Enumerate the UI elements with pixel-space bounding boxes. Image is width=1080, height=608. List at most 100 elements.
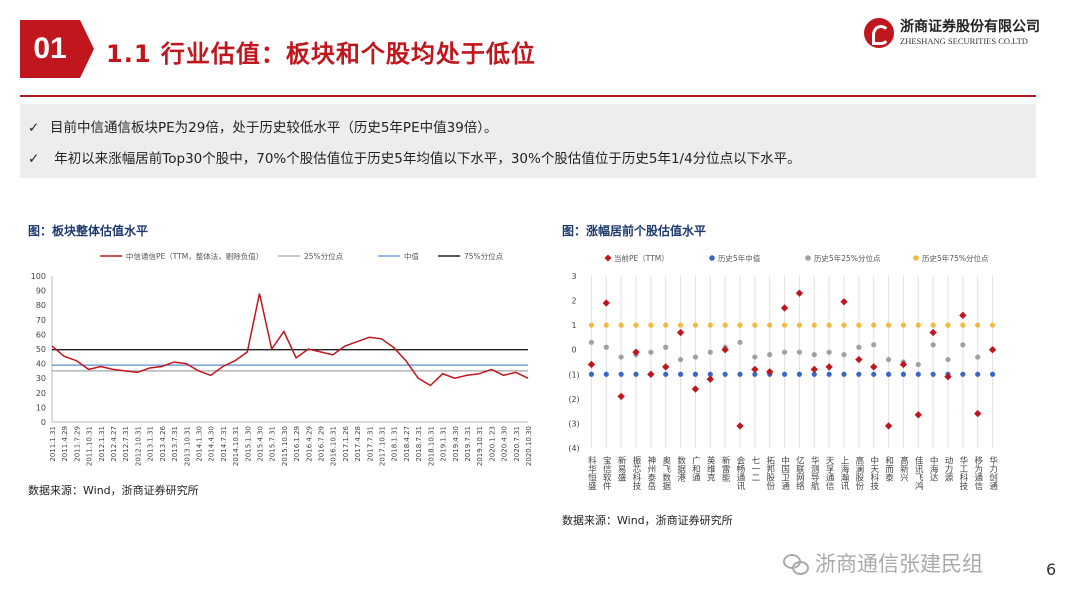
x-tick-label: 2017.10.31 [379, 426, 387, 466]
x-category-label: 和而泰 [884, 456, 894, 482]
sector-pe-chart: 中信通信PE（TTM，整体法，剔除负值） 25%分位点 中值 75%分位点 0 10 20 3… [31, 251, 533, 466]
point-median [841, 371, 847, 377]
point-p75 [588, 322, 595, 328]
point-p25 [885, 356, 892, 363]
watermark: 浙商通信张建民组 [783, 548, 983, 578]
logo-cn-text: 浙商证券股份有限公司 [900, 19, 1040, 35]
x-category-label: 华力创通 [988, 455, 998, 491]
point-median [811, 371, 817, 377]
y-tick-label: 40 [36, 360, 46, 369]
x-tick-label: 2014.7.31 [220, 426, 228, 462]
y-tick-label: (2) [568, 395, 579, 404]
x-category-label: 新易盛 [616, 455, 626, 481]
point-p75 [885, 322, 892, 328]
x-category-label: 神州泰岳 [646, 455, 656, 491]
point-p25 [618, 354, 624, 360]
legend-label: 历史5年25%分位点 [814, 253, 881, 263]
point-p25 [603, 344, 609, 350]
section-number-badge: 01 [20, 20, 94, 78]
x-tick-label: 2011.1.31 [49, 426, 57, 462]
x-tick-label: 2015.7.31 [269, 426, 277, 462]
point-p25 [856, 344, 862, 350]
point-p75 [781, 322, 788, 328]
legend-label: 中信通信PE（TTM，整体法，剔除负值） [126, 251, 263, 261]
point-p75 [989, 322, 996, 328]
x-category-label: 科华恒盛 [586, 455, 596, 490]
point-current-pe [662, 363, 670, 371]
point-median [930, 371, 936, 377]
bullet-2-text: 年初以来涨幅居前Top30个股中，70%个股估值位于历史5年均值以下水平，30%… [50, 151, 801, 167]
point-p75 [915, 322, 921, 328]
x-tick-label: 2011.10.31 [86, 426, 94, 466]
point-p25 [588, 339, 595, 345]
x-tick-label: 2019.1.31 [440, 426, 448, 462]
point-p25 [781, 349, 788, 355]
point-p25 [975, 354, 981, 360]
stock-valuation-chart: 当前PE（TTM） 历史5年中值 历史5年25%分位点 历史5年75%分位点 3 2 1 0 (… [568, 253, 998, 491]
x-tick-label: 2019.10.31 [476, 426, 484, 466]
x-tick-label: 2015.4.30 [256, 426, 264, 462]
x-tick-label: 2013.4.26 [159, 425, 167, 461]
point-current-pe [780, 304, 789, 312]
point-median [826, 371, 832, 377]
x-category-label: 佳讯飞鸿 [913, 455, 923, 491]
right-chart-title: 图：涨幅居前个股估值水平 [562, 224, 707, 238]
left-chart-source: 数据来源：Wind，浙商证券研究所 [28, 484, 199, 497]
y-tick-label: (4) [568, 444, 579, 453]
wechat-icon [783, 554, 809, 575]
legend-label: 75%分位点 [464, 251, 504, 261]
y-tick-label: 10 [36, 403, 46, 412]
point-median [975, 371, 981, 377]
point-p25 [871, 342, 877, 348]
x-tick-label: 2012.4.27 [110, 426, 118, 462]
y-tick-label: 20 [36, 389, 46, 398]
point-median [915, 371, 921, 377]
point-p25 [915, 361, 921, 368]
x-category-label: 华工科技 [958, 455, 968, 491]
point-p25 [737, 339, 743, 345]
x-category-label: 振芯科技 [631, 455, 641, 491]
y-tick-label: 70 [36, 316, 46, 325]
point-p75 [796, 322, 803, 328]
x-category-label: 七一二 [750, 456, 760, 482]
point-p75 [603, 322, 609, 328]
x-category-label: 拓邦股份 [765, 455, 775, 491]
point-current-pe [870, 363, 878, 371]
point-p25 [692, 354, 699, 360]
x-category-label: 天孚通信 [824, 456, 834, 491]
point-median [781, 371, 788, 377]
point-p75 [811, 322, 817, 328]
point-p75 [930, 322, 936, 328]
x-category-label: 奥飞数据 [661, 455, 671, 491]
x-tick-label: 2013.10.31 [183, 426, 191, 466]
point-current-pe [736, 422, 744, 430]
point-p25 [767, 352, 773, 358]
y-tick-label: 30 [36, 374, 46, 383]
point-current-pe [617, 392, 625, 401]
page-number: 6 [1046, 560, 1057, 579]
legend-marker [604, 254, 612, 262]
point-p75 [722, 322, 728, 328]
legend-label: 历史5年75%分位点 [922, 253, 989, 263]
summary-box: ✓ 目前中信通信板块PE为29倍，处于历史较低水平（历史5年PE中值39倍）。 ✓… [20, 104, 1036, 178]
bullet-1-text: 目前中信通信板块PE为29倍，处于历史较低水平（历史5年PE中值39倍）。 [50, 120, 498, 136]
point-p75 [856, 322, 862, 328]
point-current-pe [602, 299, 610, 307]
legend-marker [709, 255, 715, 261]
point-current-pe [884, 422, 893, 430]
section-number: 01 [33, 32, 67, 65]
x-category-label: 高澜股份 [854, 455, 864, 491]
point-current-pe [840, 298, 848, 306]
x-tick-label: 2012.10.31 [134, 426, 142, 466]
point-p75 [663, 322, 669, 328]
slide-title: 1.1 行业估值：板块和个股均处于低位 [106, 40, 536, 68]
point-p25 [752, 354, 758, 360]
point-median [707, 371, 713, 377]
point-current-pe [647, 370, 655, 378]
x-category-label: 高新兴 [898, 455, 908, 482]
point-p75 [945, 322, 951, 328]
point-p75 [707, 322, 713, 328]
x-tick-label: 2017.4.28 [354, 426, 362, 462]
point-median [588, 371, 595, 377]
